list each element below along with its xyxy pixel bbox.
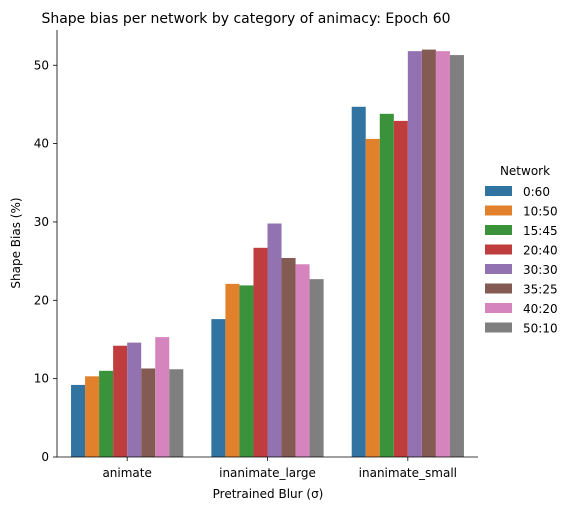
- bar-inanimate_large-40-20: [295, 264, 310, 457]
- legend-swatch-35-25: [485, 283, 512, 294]
- bar-inanimate_small-20-40: [393, 120, 408, 457]
- x-axis: animate inanimate_large inanimate_small: [57, 456, 478, 480]
- x-tick-label-inanimate_small: inanimate_small: [359, 466, 457, 480]
- legend-swatch-10-50: [485, 205, 512, 216]
- bar-inanimate_large-50-10: [309, 279, 324, 457]
- bar-inanimate_large-10-50: [225, 283, 240, 457]
- legend: Network 0:60 10:50 15:45 20:40 30:30 35:25 40:…: [485, 164, 558, 336]
- x-tick-label-inanimate_large: inanimate_large: [219, 466, 316, 480]
- legend-label-35-25: 35:25: [523, 283, 558, 297]
- bar-inanimate_large-20-40: [253, 247, 268, 457]
- y-tick-label: 50: [34, 58, 49, 72]
- bar-inanimate_small-50-10: [449, 55, 464, 457]
- legend-label-20-40: 20:40: [523, 244, 558, 258]
- bar-inanimate_small-40-20: [435, 51, 450, 458]
- bar-inanimate_large-30-30: [267, 223, 282, 457]
- y-tick-label: 40: [34, 137, 49, 151]
- bar-animate-50-10: [169, 369, 184, 457]
- legend-title: Network: [500, 164, 550, 178]
- bar-inanimate_large-35-25: [281, 257, 296, 457]
- bar-inanimate_small-10-50: [365, 138, 380, 457]
- legend-swatch-15-45: [485, 225, 512, 235]
- bar-inanimate_small-35-25: [421, 49, 436, 458]
- chart-title: Shape bias per network by category of an…: [41, 11, 450, 27]
- legend-label-30-30: 30:30: [523, 263, 558, 277]
- y-tick-label: 0: [41, 450, 49, 464]
- bar-inanimate_small-0-60: [351, 106, 366, 457]
- legend-label-10-50: 10:50: [523, 205, 558, 219]
- bar-animate-20-40: [113, 345, 128, 457]
- bar-animate-0-60: [71, 384, 86, 457]
- bar-animate-35-25: [141, 368, 156, 457]
- bar-animate-40-20: [155, 337, 170, 457]
- bar-inanimate_small-15-45: [379, 113, 394, 457]
- legend-label-0-60: 0:60: [523, 185, 550, 199]
- bar-animate-10-50: [85, 376, 100, 457]
- bar-animate-30-30: [127, 342, 142, 457]
- legend-label-40-20: 40:20: [523, 302, 558, 316]
- plot-area: [71, 49, 464, 458]
- legend-swatch-30-30: [485, 264, 512, 274]
- legend-swatch-0-60: [485, 186, 512, 196]
- x-axis-label: Pretrained Blur (σ): [213, 487, 324, 501]
- y-tick-label: 20: [34, 293, 49, 307]
- bar-inanimate_small-30-30: [407, 51, 422, 458]
- y-tick-label: 30: [34, 215, 49, 229]
- bar-inanimate_large-15-45: [239, 285, 254, 457]
- y-axis-label: Shape Bias (%): [9, 197, 23, 288]
- y-axis: 0 10 20 30 40 50: [34, 30, 58, 464]
- legend-label-50-10: 50:10: [523, 322, 558, 336]
- x-tick-label-animate: animate: [102, 466, 151, 480]
- bar-animate-15-45: [99, 370, 114, 457]
- bar-inanimate_large-0-60: [211, 319, 226, 457]
- legend-swatch-40-20: [485, 303, 512, 313]
- legend-swatch-50-10: [485, 322, 512, 333]
- legend-swatch-20-40: [485, 244, 512, 255]
- y-tick-label: 10: [34, 372, 49, 386]
- legend-label-15-45: 15:45: [523, 224, 558, 238]
